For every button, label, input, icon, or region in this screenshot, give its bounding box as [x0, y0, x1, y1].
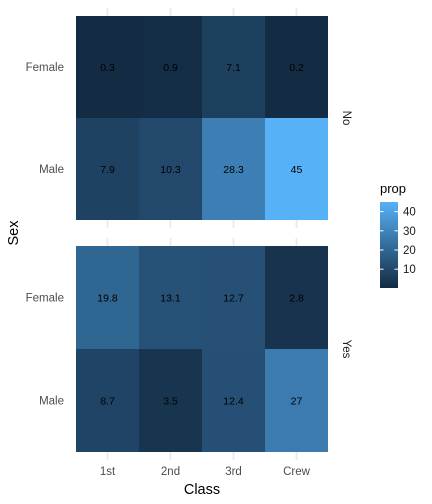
- facet-panel-no: 0.3 0.9 7.1 0.2 7.9 10.3 28.3 45 No: [76, 8, 352, 228]
- heatmap-tile: [76, 246, 139, 349]
- tile-value-label: 2.8: [289, 293, 304, 305]
- x-axis-title: Class: [184, 482, 220, 498]
- x-tick-label: Crew: [283, 466, 311, 478]
- x-tick-label: 3rd: [225, 466, 242, 478]
- tile-value-label: 13.1: [160, 293, 181, 305]
- heatmap-tile: [139, 349, 202, 452]
- legend-tick-label: 30: [403, 226, 416, 238]
- tile-value-label: 7.1: [226, 62, 241, 74]
- facet-panels: 0.3 0.9 7.1 0.2 7.9 10.3 28.3 45 No 19.8 13.1 12.7 2…: [76, 8, 352, 460]
- legend: prop 10 20 30 40: [380, 181, 416, 288]
- tile-value-label: 0.2: [289, 62, 304, 74]
- legend-tick-label: 40: [403, 207, 416, 219]
- tile-value-label: 45: [291, 164, 303, 176]
- heatmap-tile: [202, 349, 265, 452]
- heatmap-tile: [76, 118, 139, 220]
- tile-value-label: 7.9: [100, 164, 115, 176]
- tile-value-label: 28.3: [223, 164, 244, 176]
- y-tick-label: Male: [39, 164, 64, 176]
- facet-strip-label: No: [340, 111, 352, 126]
- heatmap-tile: [139, 16, 202, 118]
- y-tick-label: Female: [26, 62, 64, 74]
- x-tick-label: 1st: [100, 466, 116, 478]
- tile-value-label: 12.4: [223, 396, 244, 408]
- heatmap-tile: [265, 246, 328, 349]
- heatmap-tile: [139, 118, 202, 220]
- tile-value-label: 12.7: [223, 293, 244, 305]
- tile-value-label: 0.3: [100, 62, 115, 74]
- tile-value-label: 10.3: [160, 164, 181, 176]
- x-axis: 1st 2nd 3rd Crew: [100, 466, 311, 478]
- tile-value-label: 19.8: [97, 293, 118, 305]
- tile-value-label: 8.7: [100, 396, 115, 408]
- facet-panel-yes: 19.8 13.1 12.7 2.8 8.7 3.5 12.4 27 Yes: [76, 238, 352, 460]
- legend-tick-label: 20: [403, 245, 416, 257]
- heatmap-tile: [76, 349, 139, 452]
- legend-tick-label: 10: [403, 264, 416, 276]
- y-tick-label: Male: [39, 396, 64, 408]
- y-tick-label: Female: [26, 293, 64, 305]
- legend-colorbar: [380, 202, 398, 288]
- heatmap-tile: [202, 16, 265, 118]
- y-axis: Female Male Female Male: [26, 62, 64, 408]
- heatmap-tile: [139, 246, 202, 349]
- legend-title: prop: [380, 181, 406, 196]
- heatmap-tile: [265, 16, 328, 118]
- x-tick-label: 2nd: [161, 466, 180, 478]
- heatmap-tile: [202, 246, 265, 349]
- heatmap-tile: [202, 118, 265, 220]
- heatmap-tile: [265, 349, 328, 452]
- tile-value-label: 0.9: [163, 62, 178, 74]
- tile-value-label: 27: [291, 396, 303, 408]
- facet-strip-label: Yes: [340, 340, 352, 359]
- y-axis-title: Sex: [6, 220, 22, 246]
- heatmap-tile: [265, 118, 328, 220]
- heatmap-tile: [76, 16, 139, 118]
- tile-value-label: 3.5: [163, 396, 178, 408]
